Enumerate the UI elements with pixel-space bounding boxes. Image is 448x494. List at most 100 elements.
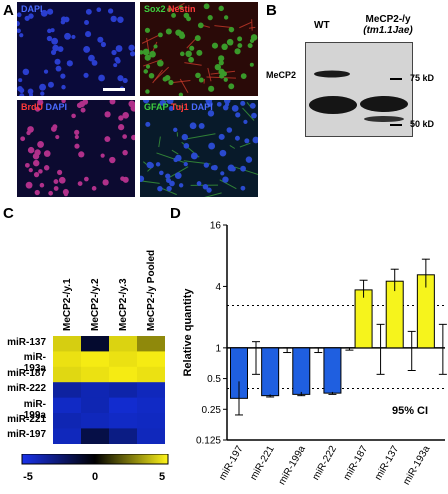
- stain-name: GFAP: [144, 102, 171, 112]
- heatmap-column-label: MeCP2-/y.3: [118, 278, 129, 331]
- cell-texture: [20, 100, 135, 197]
- heatmap-column-label: MeCP2-/y.2: [90, 278, 101, 331]
- heatmap-column-label: MeCP2-/y Pooled: [146, 249, 157, 331]
- blot-band-wt: [309, 96, 357, 114]
- heatmap-cell: [81, 413, 109, 429]
- heatmap-row-label: miR-193a: [23, 352, 46, 375]
- stain-name: DAPI: [21, 4, 43, 14]
- blot-protein-label: MeCP2: [266, 70, 297, 80]
- heatmap-cell: [137, 382, 165, 399]
- heatmap-cell: [53, 428, 81, 444]
- blot-ko-line1: MeCP2-/y: [365, 14, 411, 25]
- scale-bar: [103, 88, 125, 91]
- heatmap-row-label: miR-222: [7, 383, 46, 395]
- panel-label-c: C: [3, 205, 14, 222]
- heatmap-cell: [109, 382, 137, 399]
- y-tick-label: 4: [215, 282, 221, 293]
- bar: [261, 347, 280, 397]
- heatmap-cell: [81, 366, 109, 383]
- blot-bands: [306, 43, 412, 136]
- stain-name: Nestin: [168, 4, 196, 14]
- heatmap-cell: [137, 366, 165, 383]
- bar: [354, 289, 373, 349]
- heatmap-cell: [109, 397, 137, 414]
- stain-label: GFAP Tuj1 DAPI: [144, 102, 213, 112]
- heatmap-cell: [109, 351, 137, 368]
- colorbar-tick-label: -5: [23, 471, 33, 483]
- heatmap-cell: [81, 397, 109, 414]
- heatmap-row-label: miR-199a: [23, 398, 46, 421]
- colorbar-tick-label: 0: [92, 471, 98, 483]
- y-tick-label: 16: [210, 221, 222, 232]
- stain-name: Sox2: [144, 4, 169, 14]
- panel-label-a: A: [3, 2, 14, 19]
- heatmap-row-label: miR-187: [7, 367, 46, 379]
- blot-band-ko-lower: [364, 116, 404, 122]
- y-tick-label: 0.25: [202, 405, 222, 416]
- y-axis-title: Relative quantity: [182, 288, 194, 377]
- marker-75-label: 75 kD: [410, 73, 435, 83]
- blot-band-ko: [360, 96, 408, 112]
- bar: [323, 347, 342, 394]
- relative-quantity-chart: 16 4 1 0.5 0.25 0.125 Relative quantity miR-197…: [182, 221, 447, 487]
- heatmap-cell: [137, 397, 165, 414]
- cell-texture: [17, 7, 135, 96]
- colorbar-tick-label: 5: [159, 471, 165, 483]
- heatmap-cell: [53, 397, 81, 414]
- heatmap: [53, 336, 165, 444]
- micrograph-brdu-dapi: BrdU DAPI: [17, 100, 135, 197]
- heatmap-cell: [53, 336, 81, 352]
- heatmap-column-label: MeCP2-/y.1: [62, 278, 73, 331]
- blot-ko-label: MeCP2-/y (tm1.1Jae): [348, 14, 428, 36]
- heatmap-row-label: miR-197: [7, 429, 46, 441]
- y-tick-label: 0.5: [207, 374, 221, 385]
- heatmap-cell: [81, 382, 109, 399]
- blot-wt-label: WT: [314, 20, 330, 31]
- x-tick-label: miR-197: [217, 444, 246, 483]
- bar: [385, 280, 404, 349]
- x-tick-label: miR-221: [248, 444, 277, 483]
- heatmap-cell: [137, 428, 165, 444]
- marker-50-label: 50 kD: [410, 119, 435, 129]
- panel-label-b: B: [266, 2, 277, 19]
- stain-name: DAPI: [191, 102, 213, 112]
- x-tick-label: miR-187: [342, 444, 371, 483]
- stain-name: DAPI: [45, 102, 68, 112]
- stain-label: DAPI: [21, 4, 43, 14]
- colorbar-gradient: [21, 454, 169, 465]
- heatmap-cell: [109, 428, 137, 444]
- bar: [292, 347, 311, 395]
- x-tick-label: miR-137: [373, 444, 402, 483]
- stain-label: BrdU DAPI: [21, 102, 67, 112]
- heatmap-cell: [53, 351, 81, 368]
- heatmap-cell: [137, 336, 165, 352]
- micrograph-dapi: DAPI: [17, 2, 135, 96]
- heatmap-cell: [109, 336, 137, 352]
- heatmap-cell: [109, 366, 137, 383]
- x-tick-label: miR-222: [311, 444, 340, 483]
- heatmap-cell: [81, 351, 109, 368]
- marker-75-tick: [390, 78, 402, 80]
- marker-50-tick: [390, 124, 402, 126]
- blot-band-mecp2: [314, 70, 350, 78]
- blot-ko-line2: (tm1.1Jae): [363, 25, 413, 36]
- heatmap-cell: [137, 351, 165, 368]
- heatmap-cell: [53, 413, 81, 429]
- x-tick-label: miR-193a: [401, 444, 432, 487]
- heatmap-cell: [81, 336, 109, 352]
- heatmap-colorbar: -5 0 5: [21, 454, 169, 483]
- heatmap-cell: [137, 413, 165, 429]
- y-tick-label: 0.125: [196, 436, 221, 447]
- heatmap-cell: [81, 428, 109, 444]
- heatmap-cell: [109, 413, 137, 429]
- micrograph-gfap-tuj1-dapi: GFAP Tuj1 DAPI: [140, 100, 258, 197]
- heatmap-row-label: miR-221: [7, 414, 46, 425]
- stain-name: BrdU: [21, 102, 46, 112]
- heatmap-cell: [53, 382, 81, 399]
- x-tick-label: miR-199a: [277, 444, 308, 487]
- western-blot-image: [305, 42, 413, 137]
- stain-label: Sox2 Nestin: [144, 4, 196, 14]
- panel-label-d: D: [170, 205, 181, 222]
- cell-texture: [140, 2, 258, 96]
- heatmap-cell: [53, 366, 81, 383]
